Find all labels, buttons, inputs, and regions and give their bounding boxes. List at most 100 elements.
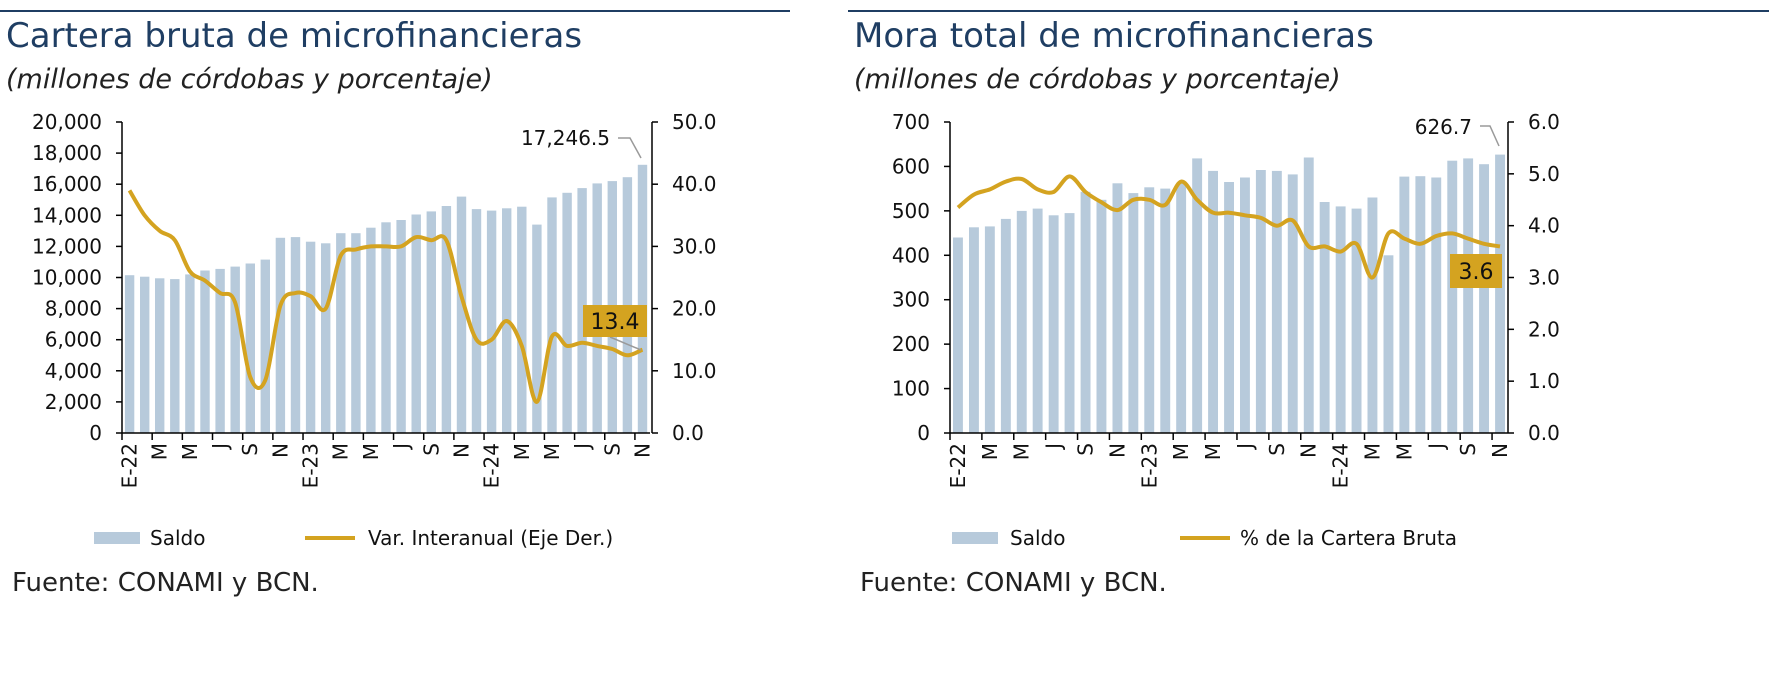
chart-cartera: 20,000 18,000 16,000 14,000 12,000 10,000 8,00… bbox=[32, 110, 717, 550]
right-tick-label: 10.0 bbox=[672, 359, 717, 383]
top-rule bbox=[848, 10, 1769, 12]
x-tick-label: M bbox=[1360, 443, 1384, 460]
right-tick-label: 0.0 bbox=[1528, 421, 1560, 445]
chart-panel-mora: Mora total de microfinancieras (millones… bbox=[848, 0, 1769, 680]
bar bbox=[517, 206, 527, 433]
bar bbox=[547, 197, 557, 433]
x-tick-label: N bbox=[1297, 443, 1321, 458]
x-tick-label: E-24 bbox=[480, 443, 504, 488]
bar bbox=[351, 233, 361, 433]
x-tick-label: N bbox=[1105, 443, 1129, 458]
x-tick-label: S bbox=[600, 443, 624, 456]
right-tick-label: 20.0 bbox=[672, 297, 717, 321]
bar bbox=[215, 268, 225, 433]
bar bbox=[532, 224, 542, 433]
callout-leader bbox=[618, 137, 642, 159]
bar bbox=[1144, 187, 1155, 433]
bar bbox=[471, 209, 482, 433]
bar bbox=[305, 241, 316, 433]
x-tick-label: S bbox=[1456, 443, 1480, 456]
bar bbox=[1415, 176, 1426, 433]
bar bbox=[290, 237, 301, 433]
line-value-box bbox=[583, 305, 647, 337]
bar bbox=[1399, 176, 1410, 433]
x-tick-label: M bbox=[329, 443, 353, 460]
bar bbox=[1431, 177, 1442, 433]
source-note: Fuente: CONAMI y BCN. bbox=[12, 568, 319, 598]
right-tick-label: 40.0 bbox=[672, 172, 717, 196]
bar bbox=[1319, 202, 1330, 433]
x-tick-label: J bbox=[1042, 443, 1066, 451]
x-tick-label: M bbox=[1201, 443, 1225, 460]
bar bbox=[1383, 255, 1394, 433]
x-tick-label: M bbox=[1392, 443, 1416, 460]
x-tick-label: N bbox=[1488, 443, 1512, 458]
line-value-label: 3.6 bbox=[1459, 260, 1494, 285]
top-rule bbox=[0, 10, 790, 12]
bar bbox=[1495, 154, 1505, 433]
x-tick-label: E-23 bbox=[1137, 443, 1161, 488]
right-tick-label: 4.0 bbox=[1528, 214, 1560, 238]
bar bbox=[411, 214, 421, 433]
callout-leader bbox=[1480, 125, 1500, 147]
bar bbox=[1303, 157, 1314, 433]
bar bbox=[1032, 208, 1043, 433]
bar bbox=[336, 233, 346, 433]
x-tick-label: J bbox=[570, 443, 594, 451]
bar-value-label: 17,246.5 bbox=[521, 126, 610, 150]
bar bbox=[1287, 174, 1298, 433]
chart-panel-cartera: Cartera bruta de microfinancieras (millo… bbox=[0, 0, 790, 680]
legend-line-label: Var. Interanual (Eje Der.) bbox=[368, 526, 613, 550]
x-tick-label: J bbox=[1233, 443, 1257, 451]
left-tick-label: 18,000 bbox=[32, 141, 102, 165]
right-tick-label: 50.0 bbox=[672, 110, 717, 134]
bar bbox=[1112, 183, 1123, 433]
x-tick-label: N bbox=[268, 443, 292, 458]
bar bbox=[1367, 197, 1378, 433]
x-tick-label: M bbox=[510, 443, 534, 460]
bar bbox=[969, 227, 979, 433]
bar bbox=[275, 237, 286, 433]
left-tick-label: 0 bbox=[917, 421, 930, 445]
bar bbox=[426, 211, 436, 433]
left-tick-label: 16,000 bbox=[32, 172, 102, 196]
bar bbox=[140, 276, 150, 433]
left-tick-label: 10,000 bbox=[32, 266, 102, 290]
legend-line-label: % de la Cartera Bruta bbox=[1240, 526, 1457, 550]
line-value-box bbox=[1450, 254, 1502, 288]
bar bbox=[953, 237, 963, 433]
bar bbox=[200, 270, 210, 433]
bar bbox=[984, 226, 995, 433]
x-tick-label: M bbox=[148, 443, 172, 460]
bar bbox=[1463, 158, 1474, 433]
left-tick-label: 400 bbox=[892, 243, 930, 267]
bar bbox=[577, 188, 587, 433]
right-tick-label: 0.0 bbox=[672, 421, 704, 445]
bar bbox=[1271, 170, 1282, 433]
bar bbox=[245, 263, 255, 433]
right-tick-label: 1.0 bbox=[1528, 369, 1560, 393]
chart-title: Cartera bruta de microfinancieras bbox=[6, 16, 583, 56]
bar bbox=[260, 259, 270, 433]
bar bbox=[1160, 188, 1171, 433]
x-tick-label: S bbox=[1074, 443, 1098, 456]
bar bbox=[456, 196, 467, 433]
right-tick-label: 30.0 bbox=[672, 234, 717, 258]
x-tick-label: N bbox=[630, 443, 654, 458]
bar bbox=[1224, 182, 1234, 433]
bar bbox=[1351, 208, 1362, 433]
x-tick-label: J bbox=[1424, 443, 1448, 451]
bar bbox=[1479, 164, 1489, 433]
left-tick-label: 8,000 bbox=[45, 297, 102, 321]
x-tick-label: M bbox=[978, 443, 1002, 460]
x-tick-label: S bbox=[1265, 443, 1289, 456]
right-tick-label: 3.0 bbox=[1528, 266, 1560, 290]
left-tick-label: 700 bbox=[892, 110, 930, 134]
left-tick-label: 12,000 bbox=[32, 234, 102, 258]
bar bbox=[1064, 213, 1075, 433]
bar bbox=[230, 266, 240, 433]
bar bbox=[321, 243, 331, 433]
x-tick-label: M bbox=[1010, 443, 1034, 460]
x-tick-label: E-22 bbox=[946, 443, 970, 488]
x-tick-label: M bbox=[359, 443, 383, 460]
